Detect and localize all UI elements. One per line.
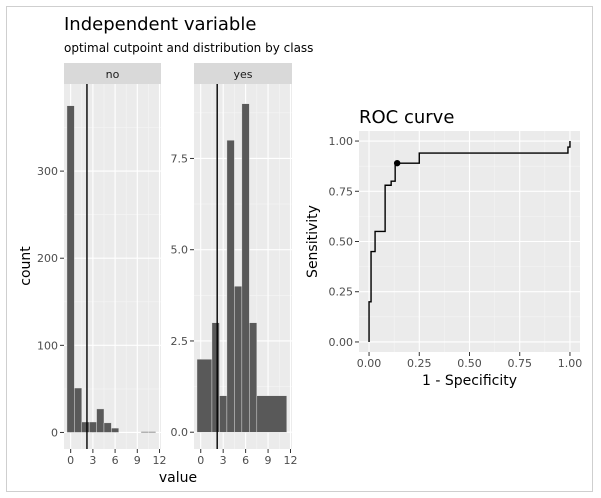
y-axis-title: count (18, 246, 34, 286)
histogram-bar (103, 422, 112, 433)
facet-strip-no (64, 63, 161, 84)
y-tick-label: 0 (51, 426, 58, 439)
x-axis-no: 0 3 6 9 12 (67, 449, 167, 467)
x-tick-label: 9 (265, 454, 272, 467)
x-tick-label: 0 (197, 454, 204, 467)
y-axis-no: 0 100 200 300 (37, 165, 64, 439)
roc-y-tick-label: 0.00 (329, 336, 354, 349)
roc-x-tick-label: 1.00 (558, 357, 583, 370)
histogram-bar (226, 140, 235, 433)
histogram-bar (211, 322, 220, 433)
roc-curve-line (368, 141, 571, 342)
y-tick-label: 2.5 (171, 335, 189, 348)
y-tick-label: 200 (37, 252, 58, 265)
x-tick-label: 6 (242, 454, 249, 467)
facet-strip-yes (194, 63, 292, 84)
optimal-cutpoint-marker (393, 159, 401, 167)
x-tick-label: 12 (284, 454, 298, 467)
histogram-bar (96, 408, 105, 433)
x-tick-label: 3 (220, 454, 227, 467)
bars-yes (196, 103, 287, 433)
roc-y-tick-label: 0.50 (329, 236, 354, 249)
axes-roc: 0.00 0.25 0.50 0.75 1.00 0.00 0.25 0.50 0.75 1.00 (329, 135, 583, 370)
chart-title: Independent variable (64, 14, 256, 35)
y-tick-label: 5.0 (171, 244, 189, 257)
histogram-bar (111, 427, 119, 433)
x-tick-label: 9 (134, 454, 141, 467)
roc-y-tick-label: 0.25 (329, 286, 354, 299)
roc-y-axis-title: Sensitivity (305, 205, 321, 278)
roc-y-tick-label: 0.75 (329, 185, 354, 198)
chart-subtitle: optimal cutpoint and distribution by cla… (64, 41, 313, 55)
roc-x-tick-label: 0.50 (457, 357, 482, 370)
facet-label-yes: yes (233, 68, 252, 81)
histogram-bar (256, 395, 287, 433)
histogram-bar (196, 359, 213, 433)
histogram-bar (241, 103, 250, 433)
x-tick-label: 6 (112, 454, 119, 467)
roc-title: ROC curve (359, 107, 454, 128)
roc-x-tick-label: 0.25 (407, 357, 432, 370)
histogram-bar (74, 387, 82, 433)
roc-y-tick-label: 1.00 (329, 135, 354, 148)
bars-no (66, 105, 157, 433)
roc-x-tick-label: 0.75 (507, 357, 532, 370)
y-axis-yes: 0.0 2.5 5.0 7.5 (171, 152, 194, 439)
y-tick-label: 300 (37, 165, 58, 178)
y-tick-label: 100 (37, 339, 58, 352)
histogram-bar (219, 395, 228, 433)
roc-x-axis-title: 1 - Specificity (422, 373, 517, 389)
histogram-bar (234, 286, 243, 433)
x-axis-title: value (159, 470, 197, 486)
roc-x-tick-label: 0.00 (357, 357, 382, 370)
y-tick-label: 0.0 (171, 426, 189, 439)
histogram-bar (140, 431, 149, 433)
histogram-bar (66, 105, 75, 433)
y-tick-label: 7.5 (171, 152, 189, 165)
x-tick-label: 12 (153, 454, 167, 467)
x-tick-label: 0 (67, 454, 74, 467)
facet-label-no: no (106, 68, 120, 81)
x-axis-yes: 0 3 6 9 12 (197, 449, 298, 467)
x-tick-label: 3 (89, 454, 96, 467)
histogram-bar (148, 431, 157, 433)
histogram-bar (249, 322, 258, 433)
histogram-bar (81, 421, 90, 433)
histogram-bar (88, 421, 97, 433)
